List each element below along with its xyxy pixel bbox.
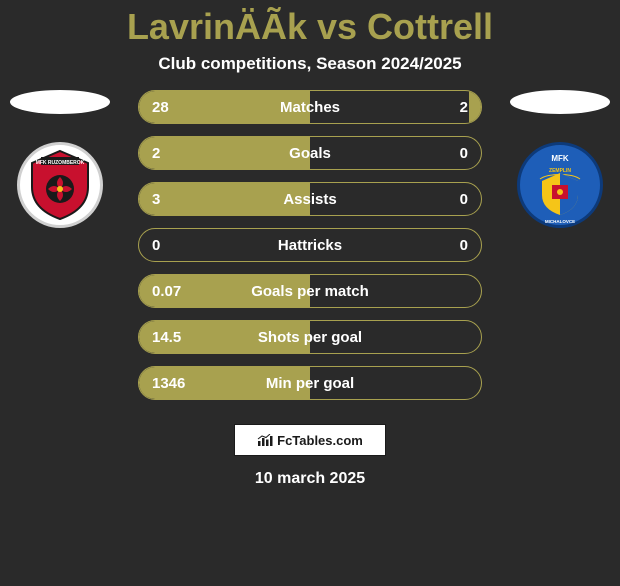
stat-label: Goals xyxy=(289,145,331,162)
team-left-crest: MFK RUZOMBEROK xyxy=(17,142,103,228)
stat-row: 3 Assists 0 xyxy=(138,182,482,216)
team-right-crest: MFK ZEMPLIN MICHALOVCE xyxy=(517,142,603,228)
comparison-subtitle: Club competitions, Season 2024/2025 xyxy=(0,54,620,74)
team-left-column: MFK RUZOMBEROK xyxy=(10,90,110,228)
ellipse-shadow-right xyxy=(510,90,610,114)
stat-label: Assists xyxy=(283,191,336,208)
stat-value-left: 0.07 xyxy=(138,283,181,300)
stat-value-left: 28 xyxy=(138,99,169,116)
stat-label: Min per goal xyxy=(266,375,354,392)
stat-value-left: 0 xyxy=(138,237,160,254)
comparison-main: MFK RUZOMBEROK MFK ZEMPLIN MICHALOVCE xyxy=(0,90,620,400)
stats-container: 28 Matches 2 2 Goals 0 3 Assists 0 0 Hattricks 0 0.0… xyxy=(138,90,482,400)
stat-value-left: 2 xyxy=(138,145,160,162)
stat-row: 14.5 Shots per goal xyxy=(138,320,482,354)
svg-text:MICHALOVCE: MICHALOVCE xyxy=(545,219,575,224)
stat-label: Shots per goal xyxy=(258,329,362,346)
svg-text:MFK: MFK xyxy=(551,154,569,163)
comparison-title: LavrinÄÃ­k vs Cottrell xyxy=(0,6,620,48)
stat-bar-left xyxy=(139,137,310,169)
stat-value-right: 2 xyxy=(460,99,482,116)
stat-row: 0.07 Goals per match xyxy=(138,274,482,308)
stat-label: Goals per match xyxy=(251,283,369,300)
stat-label: Hattricks xyxy=(278,237,342,254)
footer-date: 10 march 2025 xyxy=(0,470,620,488)
stat-value-right: 0 xyxy=(460,237,482,254)
branding-text: FcTables.com xyxy=(277,433,363,448)
bar-chart-icon xyxy=(257,434,273,446)
stat-label: Matches xyxy=(280,99,340,116)
stat-value-left: 3 xyxy=(138,191,160,208)
stat-value-right: 0 xyxy=(460,145,482,162)
stat-row: 0 Hattricks 0 xyxy=(138,228,482,262)
ruzomberok-crest-icon: MFK RUZOMBEROK xyxy=(20,145,100,225)
stat-value-left: 1346 xyxy=(138,375,185,392)
team-right-column: MFK ZEMPLIN MICHALOVCE xyxy=(510,90,610,228)
stat-value-left: 14.5 xyxy=(138,329,181,346)
branding-badge[interactable]: FcTables.com xyxy=(234,424,386,456)
stat-row: 2 Goals 0 xyxy=(138,136,482,170)
michalovce-crest-icon: MFK ZEMPLIN MICHALOVCE xyxy=(520,145,600,225)
ellipse-shadow-left xyxy=(10,90,110,114)
stat-row: 1346 Min per goal xyxy=(138,366,482,400)
svg-text:MFK RUZOMBEROK: MFK RUZOMBEROK xyxy=(36,160,85,166)
stat-value-right: 0 xyxy=(460,191,482,208)
stat-row: 28 Matches 2 xyxy=(138,90,482,124)
